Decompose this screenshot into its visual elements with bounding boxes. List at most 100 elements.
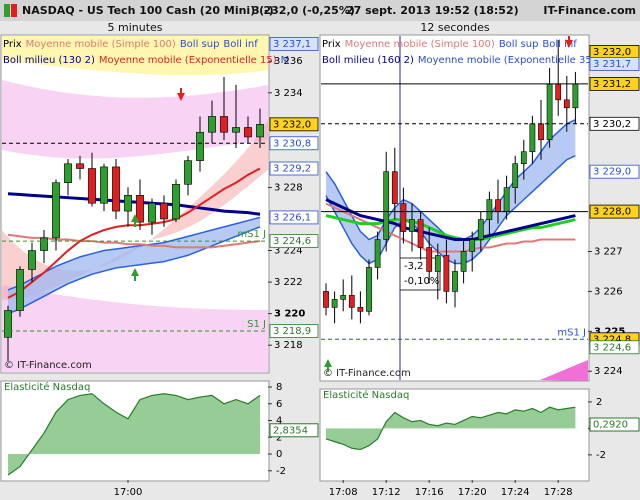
candle-body — [160, 202, 168, 220]
candle-body — [64, 163, 72, 184]
candle-body — [340, 295, 347, 300]
candle-body — [460, 251, 467, 272]
price-box — [269, 161, 319, 176]
x-tick-label: 17:08 — [329, 487, 358, 498]
legend-entry: Boll inf — [542, 39, 577, 50]
candle-body — [357, 307, 364, 312]
header-icon — [4, 4, 10, 17]
osc-tick-label: 4 — [276, 416, 282, 427]
price-box — [269, 234, 319, 248]
candle-body — [503, 187, 510, 212]
panel-title: 5 minutes — [107, 21, 162, 34]
price-box-label: 3 237,1 — [273, 39, 311, 50]
envelope-band — [2, 285, 268, 372]
candle-body — [555, 83, 562, 101]
osc-line — [7, 393, 261, 476]
osc-value-box — [589, 417, 640, 432]
candle-body — [486, 199, 493, 220]
price-box-label: 3 224,6 — [593, 342, 631, 353]
osc-title: Elasticité Nasdaq — [323, 389, 409, 401]
y-tick-label: 3 226 — [594, 286, 623, 297]
signal-arrow — [131, 214, 139, 227]
header-price: 3 232,0 (-0,25%) — [252, 4, 355, 17]
candle-body — [220, 116, 228, 133]
legend-entry: Boll milieu (130 2) — [3, 55, 95, 66]
price-box-label: 3 231,2 — [593, 79, 631, 90]
candle-body — [495, 199, 501, 212]
candle-body — [391, 171, 398, 204]
osc-area — [326, 407, 576, 450]
osc-area — [8, 393, 260, 475]
price-box-label: 3 232,0 — [593, 47, 631, 58]
signal-arrow — [177, 88, 185, 101]
x-tick-label: 17:24 — [501, 487, 530, 498]
y-tick-label: 3 220 — [274, 309, 305, 320]
header-icon — [11, 4, 17, 17]
price-box — [589, 204, 640, 219]
candle-body — [434, 255, 441, 272]
price-box — [589, 340, 640, 355]
price-box — [589, 76, 640, 91]
price-box-label: 3 226,1 — [273, 212, 311, 223]
y-tick-label: 3 222 — [274, 277, 303, 288]
plot-area — [319, 34, 590, 382]
osc-value-box — [269, 423, 319, 438]
osc-tick-label: 0 — [276, 449, 282, 460]
price-box-label: 3 231,7 — [593, 59, 631, 70]
osc-tick-label: 2 — [596, 397, 602, 408]
y-tick-label: 3 228 — [274, 182, 303, 193]
price-box — [269, 117, 319, 132]
candle-body — [184, 160, 192, 185]
crosshair-label: -3,2 — [404, 261, 424, 272]
envelope-band — [2, 36, 268, 76]
candle-body — [52, 182, 60, 239]
candle-body — [520, 151, 527, 165]
candle-body — [244, 127, 252, 138]
signal-arrow — [565, 36, 573, 48]
indicator-line — [325, 214, 576, 242]
x-tick-label: 17:16 — [415, 487, 444, 498]
x-tick-label: 17:20 — [458, 487, 487, 498]
price-box — [589, 116, 640, 131]
candle-body — [546, 83, 553, 141]
price-box-label: 3 230,8 — [273, 138, 311, 149]
legend-entry: Boll milieu (160 2) — [322, 55, 414, 66]
signal-arrow — [324, 359, 332, 372]
candle-body — [136, 195, 144, 223]
price-box — [589, 57, 640, 71]
y-tick-label: 3 218 — [274, 340, 303, 351]
y-tick-label: 3 234 — [274, 88, 303, 99]
legend-entry: Moyenne mobile (Exponentielle 35) — [418, 55, 596, 66]
price-box — [269, 36, 319, 51]
candle-body — [374, 239, 381, 268]
chart-right: 12 secondes © IT-Finance.com Prix Moyenne m… — [321, 21, 640, 498]
watermark: © IT-Finance.com — [4, 360, 92, 371]
candle-body — [443, 255, 450, 292]
signal-arrow — [131, 268, 139, 281]
candle-body — [400, 203, 407, 232]
candle-body — [100, 166, 108, 204]
price-box-label: 3 228,0 — [593, 207, 631, 218]
candle-body — [172, 183, 180, 220]
price-box-label: 3 232,0 — [273, 119, 311, 130]
x-tick-label: 17:28 — [544, 487, 573, 498]
price-box — [589, 164, 640, 179]
candle-body — [348, 295, 355, 308]
candle-body — [124, 195, 132, 212]
band-line — [325, 155, 576, 265]
x-tick-label: 17:12 — [372, 487, 401, 498]
price-box — [269, 210, 319, 225]
x-tick-label: 17:00 — [114, 487, 143, 498]
candle-body — [366, 267, 372, 312]
level-tag: mS1 J — [237, 229, 266, 240]
candle-body — [4, 310, 12, 338]
header-brand: IT-Finance.com — [543, 4, 636, 17]
price-box-label: 3 224,8 — [593, 334, 631, 345]
candle-body — [112, 166, 120, 212]
legend-entry: Prix — [322, 39, 341, 50]
candle-body — [148, 202, 156, 223]
candle-body — [469, 239, 476, 252]
band-line — [7, 226, 261, 315]
candle-body — [256, 124, 264, 138]
watermark: © IT-Finance.com — [323, 368, 411, 379]
